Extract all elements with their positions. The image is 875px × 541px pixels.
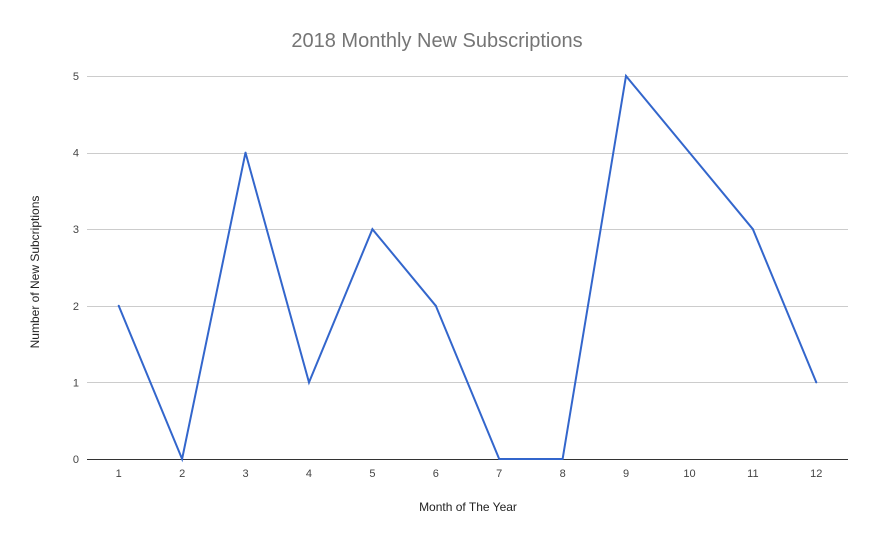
data-point [688,151,691,154]
x-tick-label: 5 [369,468,375,480]
data-point [307,381,310,384]
data-point [498,458,501,460]
x-tick-label: 2 [179,468,185,480]
x-tick-label: 9 [623,468,629,480]
series-layer [117,73,818,463]
data-point [371,228,374,231]
gridlines [87,76,848,383]
y-tick-label: 2 [73,301,79,313]
x-tick-label: 7 [496,468,502,480]
data-point [181,458,184,460]
x-axis-label: Month of The Year [419,500,517,514]
x-axis-ticks: 1 2 3 4 5 6 7 8 9 10 11 12 [116,468,823,480]
y-tick-label: 5 [73,71,79,83]
x-tick-label: 8 [560,468,566,480]
data-point [751,228,754,231]
x-tick-label: 11 [747,468,758,480]
x-tick-label: 4 [306,468,312,480]
x-tick-label: 12 [810,468,822,480]
y-axis-label: Number of New Subcriptions [28,196,42,349]
x-tick-label: 10 [683,468,695,480]
data-point [625,75,628,77]
y-tick-label: 4 [73,148,79,160]
x-tick-label: 6 [433,468,439,480]
series-line-0 [117,73,818,463]
data-point [434,304,437,307]
y-tick-label: 0 [73,454,79,466]
x-tick-label: 1 [116,468,122,480]
y-axis-ticks: 0 1 2 3 4 5 [73,71,79,466]
chart-title: 2018 Monthly New Subscriptions [291,30,582,52]
data-point [561,458,564,460]
y-tick-label: 3 [73,224,79,236]
data-point [244,151,247,154]
x-tick-label: 3 [242,468,248,480]
data-point [815,381,818,384]
y-tick-label: 1 [73,377,79,389]
data-point [117,304,120,307]
